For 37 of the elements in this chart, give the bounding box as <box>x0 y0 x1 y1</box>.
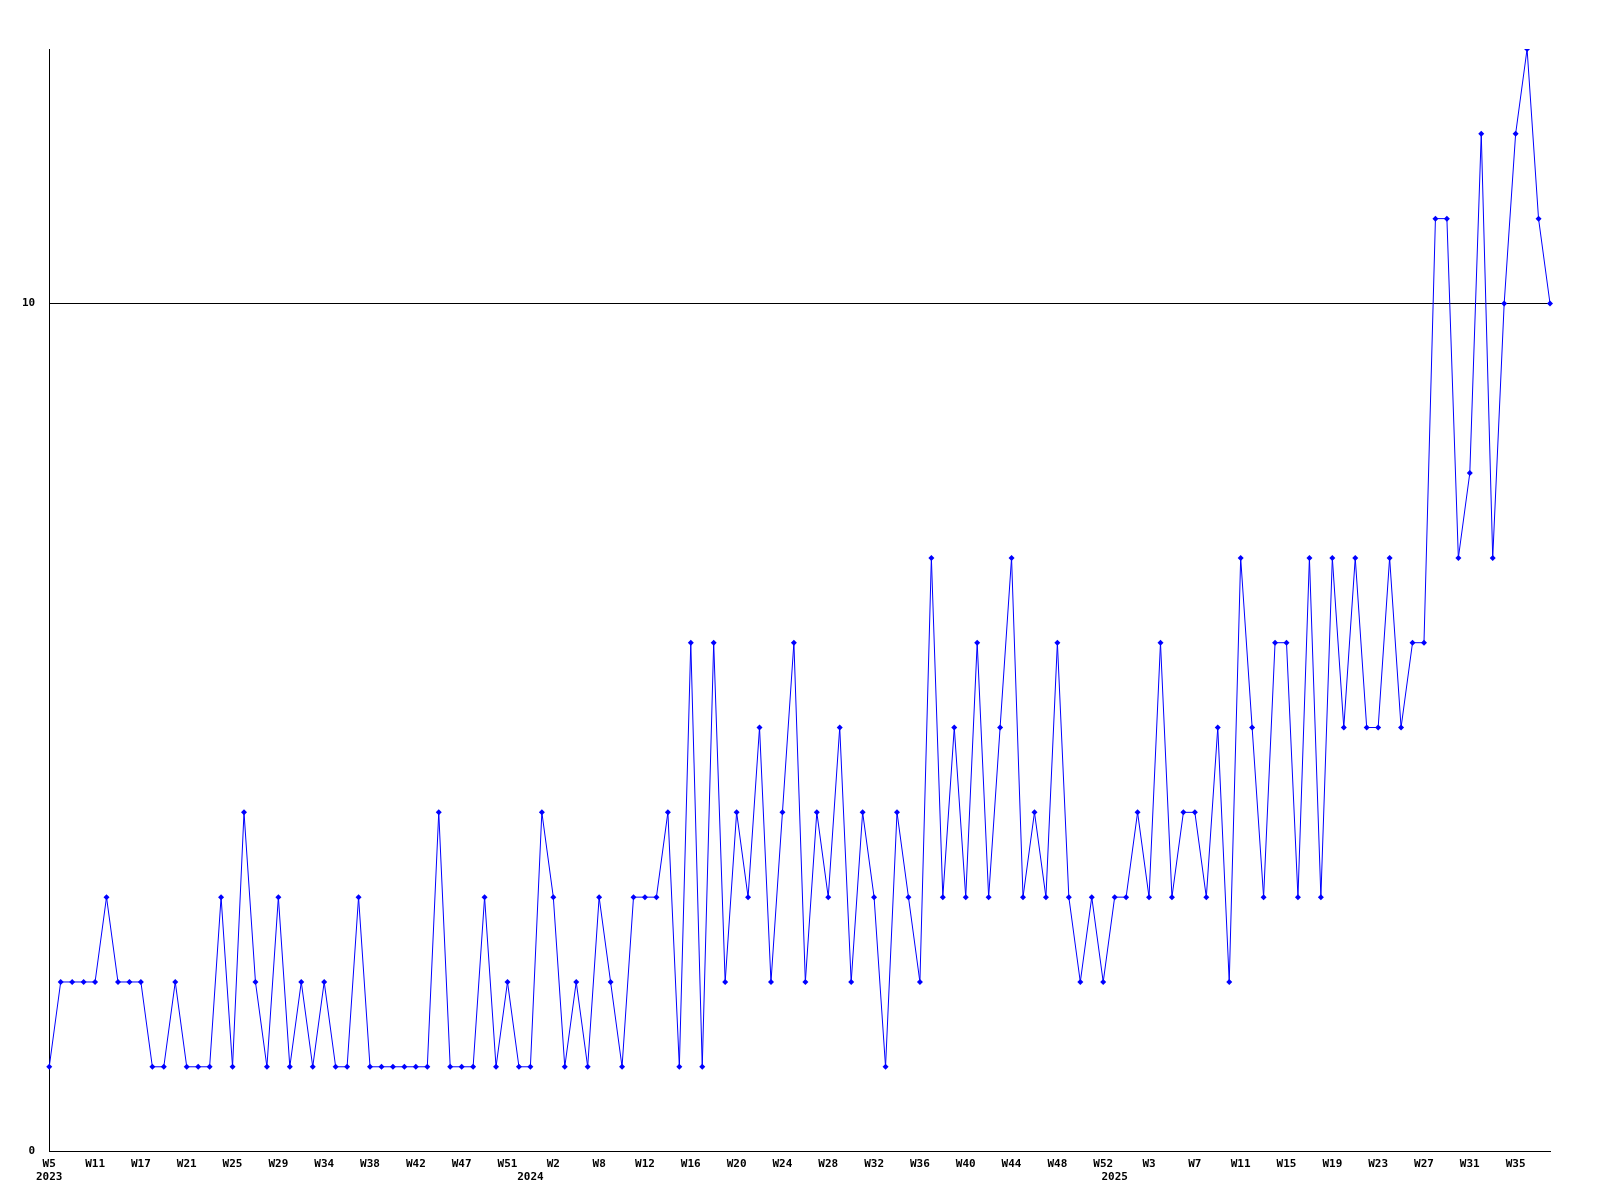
x-tick-label: W17 <box>130 1157 151 1171</box>
x-tick-label: W36 <box>909 1157 931 1171</box>
x-tick-label: W12 <box>635 1157 655 1171</box>
x-tick-label: W23 <box>1368 1157 1389 1171</box>
x-tick-label: W25 <box>222 1157 243 1171</box>
x-tick-label: W21 <box>176 1157 198 1171</box>
x-tick-label: W48 <box>1047 1157 1068 1171</box>
x-tick-label: W31 <box>1459 1157 1481 1171</box>
x-tick-label: W27 <box>1414 1157 1434 1171</box>
x-tick-label: W19 <box>1322 1157 1343 1171</box>
x-tick-label: W11 <box>1230 1157 1251 1171</box>
x-tick-label: W20 <box>726 1157 747 1171</box>
y-tick-label: 10 <box>22 296 36 310</box>
x-tick-label: W38 <box>360 1157 380 1171</box>
x-tick-label: W2 <box>546 1157 560 1171</box>
x-tick-label: W29 <box>268 1157 289 1171</box>
x-tick-label: W24 <box>772 1157 793 1171</box>
x-tick-label: W7 <box>1188 1157 1202 1171</box>
x-tick-label: W51 <box>497 1157 518 1171</box>
x-tick-label: W42 <box>405 1157 426 1171</box>
x-tick-label: W28 <box>818 1157 839 1171</box>
x-tick-label: W8 <box>592 1157 606 1171</box>
y-tick-label: 0 <box>28 1144 36 1158</box>
x-tick-label: W52 <box>1093 1157 1114 1171</box>
x-tick-label: W3 <box>1142 1157 1156 1171</box>
x-tick-label: W35 <box>1505 1157 1526 1171</box>
x-tick-label: 2025 <box>1101 1170 1128 1184</box>
x-tick-label: W34 <box>314 1157 335 1171</box>
x-tick-label: W5 2023 <box>36 1157 63 1184</box>
x-tick-label: W11 <box>85 1157 106 1171</box>
x-tick-label: W47 <box>451 1157 472 1171</box>
x-tick-label: W44 <box>1001 1157 1022 1171</box>
x-tick-label: W40 <box>955 1157 976 1171</box>
x-tick-label: W16 <box>680 1157 702 1171</box>
x-tick-label: W15 <box>1276 1157 1297 1171</box>
x-tick-label: W32 <box>864 1157 885 1171</box>
x-tick-label: 2024 <box>517 1170 545 1184</box>
